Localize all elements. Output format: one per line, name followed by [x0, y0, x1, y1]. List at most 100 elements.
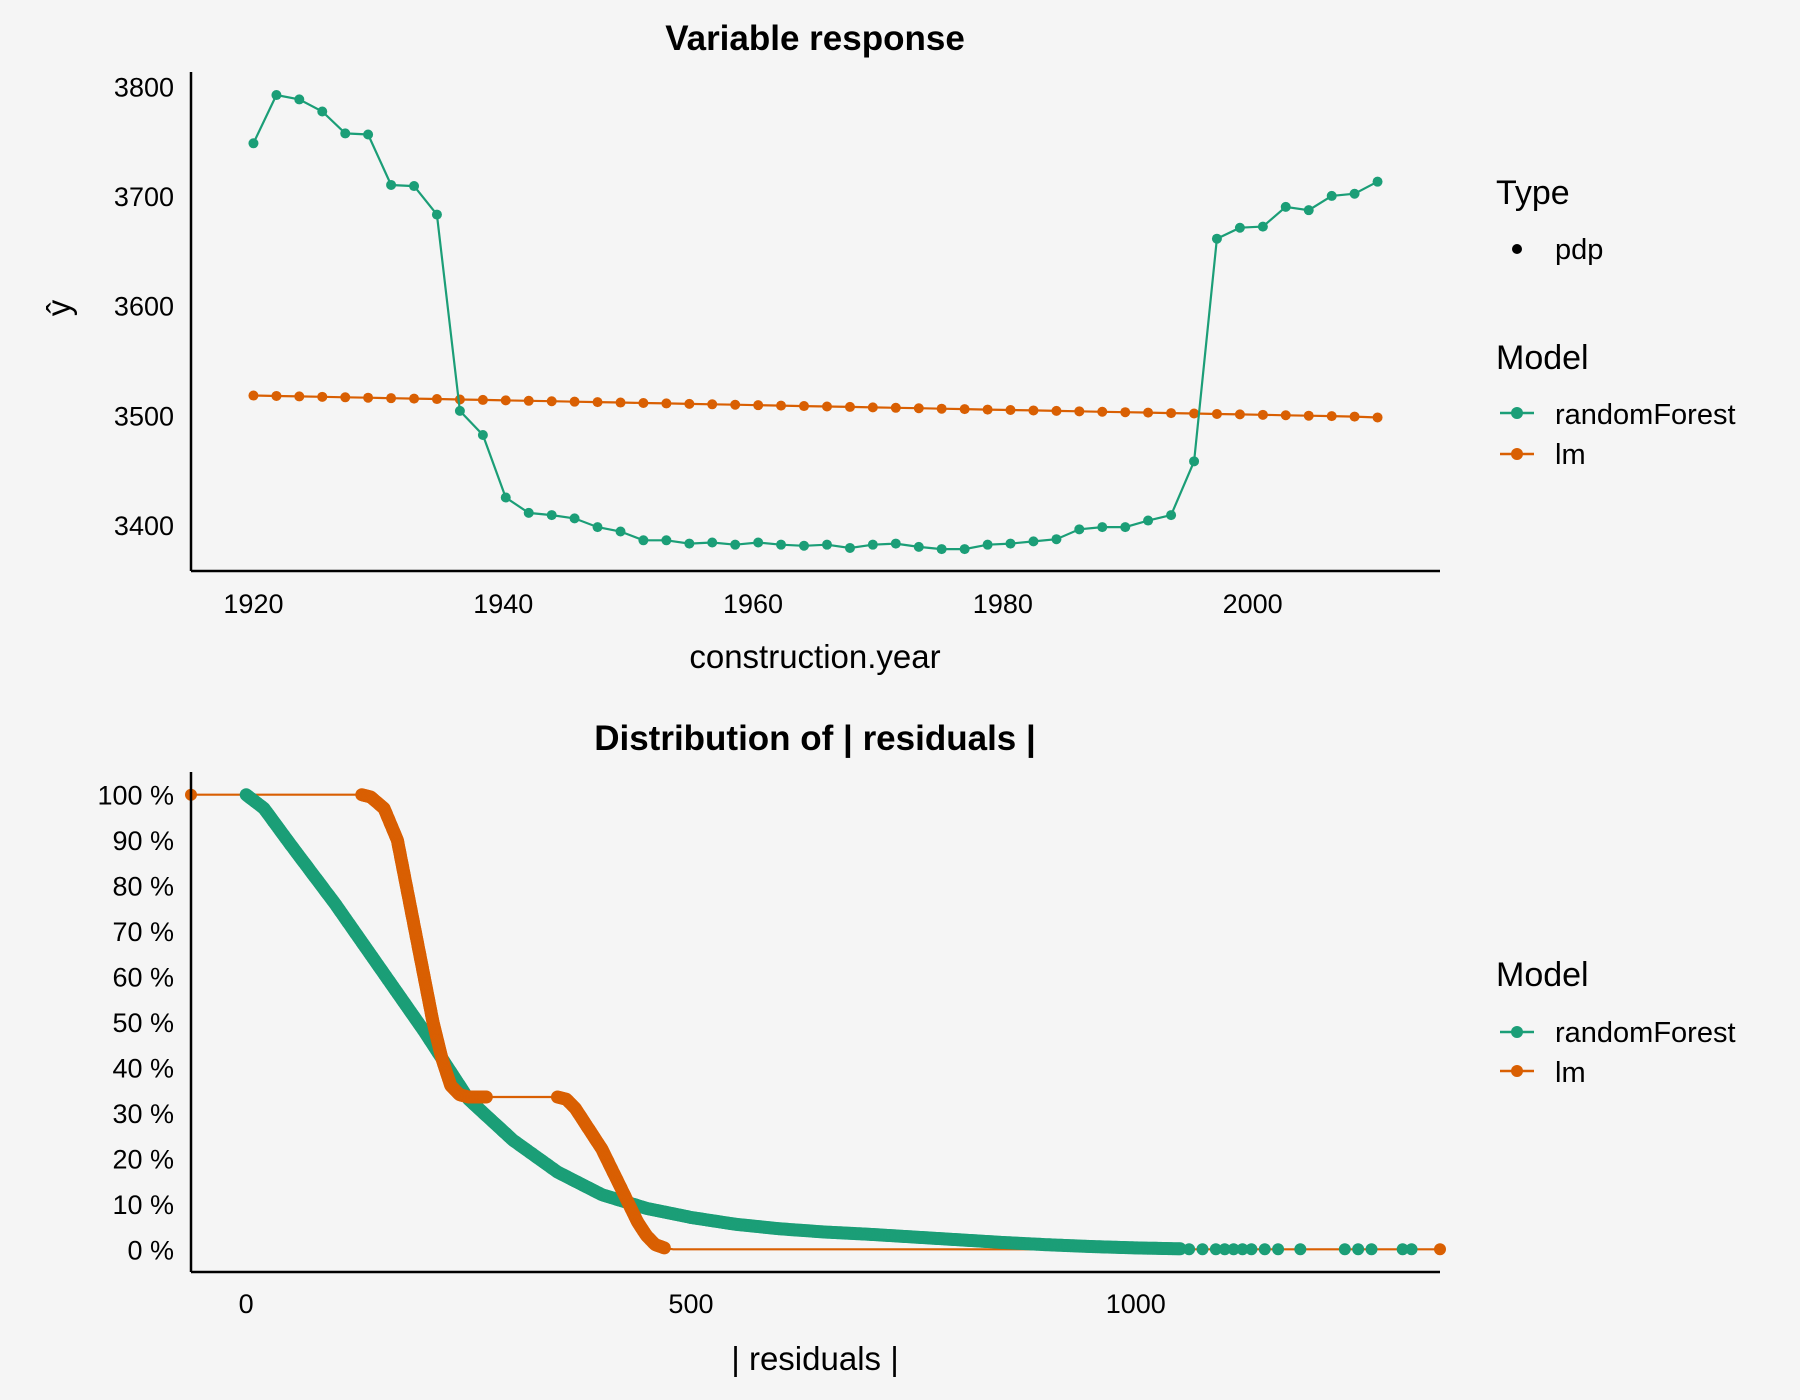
x-tick-label: 2000: [1223, 589, 1283, 619]
y-tick-labels: 0 % 10 % 20 % 30 % 40 % 50 % 60 % 70 % 80 % 90 % 1…: [97, 781, 174, 1266]
data-point-lm: [844, 401, 855, 412]
data-point-randomForest: [1272, 1243, 1285, 1256]
data-point-lm: [523, 395, 534, 406]
data-point-randomForest: [867, 539, 878, 550]
data-point-lm: [569, 396, 580, 407]
data-point-lm: [707, 399, 718, 410]
y-tick-label: 50 %: [112, 1008, 174, 1038]
legend-randomforest-marker: [1511, 407, 1523, 419]
legend-model-title: Model: [1496, 956, 1589, 994]
y-tick-label: 3800: [114, 72, 174, 102]
data-point-randomForest: [294, 94, 305, 105]
data-point-randomForest: [1005, 538, 1016, 549]
data-point-randomForest: [1280, 201, 1291, 212]
data-point-randomForest: [684, 538, 695, 549]
data-point-randomForest: [1258, 1243, 1271, 1256]
data-point-lm: [1280, 410, 1291, 421]
y-tick-label: 3400: [114, 511, 174, 541]
data-point-lm: [386, 393, 397, 404]
data-point-lm: [1372, 412, 1383, 423]
data-point-randomForest: [386, 179, 397, 190]
data-point-lm: [1211, 408, 1222, 419]
y-tick-label: 3600: [114, 292, 174, 322]
data-point-randomForest: [1245, 1243, 1258, 1256]
data-point-randomForest: [1294, 1243, 1307, 1256]
data-point-randomForest: [638, 535, 649, 546]
variable-response-panel: Variable response ŷ construction.year 34…: [40, 19, 1736, 675]
data-point-randomForest: [317, 106, 328, 117]
y-tick-label: 0 %: [127, 1235, 174, 1265]
data-point-randomForest: [1257, 221, 1268, 232]
data-point-lm: [1097, 406, 1108, 417]
data-point-randomForest: [1372, 176, 1383, 187]
data-point-randomForest: [271, 90, 282, 101]
data-point-randomForest: [1074, 524, 1085, 535]
data-point-randomForest: [1352, 1243, 1365, 1256]
data-point-randomForest: [959, 544, 970, 555]
x-tick-labels: 1920 1940 1960 1980 2000: [223, 589, 1282, 619]
data-point-randomForest: [1028, 536, 1039, 547]
data-point-randomForest: [1189, 456, 1200, 467]
y-tick-label: 40 %: [112, 1053, 174, 1083]
data-point-randomForest: [1396, 1243, 1409, 1256]
data-point-lm: [890, 402, 901, 413]
data-point-randomForest: [1120, 522, 1131, 533]
legend-pdp-label: pdp: [1555, 234, 1603, 266]
legend-pdp-marker: [1512, 244, 1522, 254]
legend: Model randomForest lm: [1496, 956, 1736, 1089]
y-tick-label: 10 %: [112, 1190, 174, 1220]
data-point-randomForest: [1051, 534, 1062, 545]
data-point-randomForest: [363, 129, 374, 140]
data-point-lm: [776, 400, 787, 411]
data-point-randomForest: [454, 405, 465, 416]
x-tick-labels: 0 500 1000: [239, 1289, 1166, 1319]
data-point-randomForest: [1218, 1243, 1231, 1256]
data-point-lm: [867, 402, 878, 413]
data-point-lm: [1143, 407, 1154, 418]
data-point-lm: [1257, 409, 1268, 420]
data-point-randomForest: [1365, 1243, 1378, 1256]
data-point-lm: [317, 391, 328, 402]
legend-lm-marker: [1511, 448, 1523, 460]
data-point-lm: [431, 394, 442, 405]
data-point-randomForest: [431, 209, 442, 220]
y-tick-label: 30 %: [112, 1099, 174, 1129]
data-point-lm: [1326, 411, 1337, 422]
data-point-randomForest: [592, 522, 603, 533]
plot-area: [248, 90, 1383, 555]
x-tick-label: 1980: [973, 589, 1033, 619]
legend: Type pdp Model randomForest lm: [1496, 174, 1736, 471]
data-point-randomForest: [248, 138, 259, 149]
x-tick-label: 1960: [723, 589, 783, 619]
data-point-randomForest: [890, 538, 901, 549]
data-point-lm: [730, 399, 741, 410]
legend-model-title: Model: [1496, 339, 1589, 377]
data-point-randomForest: [799, 540, 810, 551]
data-point-lm: [1166, 408, 1177, 419]
legend-randomforest-marker: [1511, 1026, 1523, 1038]
legend-randomforest-label: randomForest: [1555, 399, 1736, 431]
data-point-randomForest: [1097, 522, 1108, 533]
y-tick-label: 70 %: [112, 917, 174, 947]
data-point-lm: [294, 391, 305, 402]
data-point-randomForest: [1209, 1243, 1222, 1256]
data-point-lm: [271, 390, 282, 401]
x-axis-title: construction.year: [689, 638, 940, 675]
data-point-lm: [1303, 410, 1314, 421]
y-tick-label: 20 %: [112, 1144, 174, 1174]
data-point-lm: [753, 400, 764, 411]
y-tick-label: 80 %: [112, 872, 174, 902]
data-point-lm: [638, 397, 649, 408]
data-point-randomForest: [707, 537, 718, 548]
data-point-randomForest: [1227, 1243, 1240, 1256]
data-point-lm: [592, 397, 603, 408]
plot-area: [185, 788, 1446, 1256]
data-point-lm: [936, 403, 947, 414]
data-point-lm: [959, 404, 970, 415]
data-point-lm: [661, 398, 672, 409]
data-point-randomForest: [1234, 222, 1245, 233]
y-tick-label: 3700: [114, 182, 174, 212]
legend-lm-label: lm: [1555, 1057, 1586, 1089]
y-axis-title: ŷ: [40, 299, 77, 316]
data-point-lm: [1234, 409, 1245, 420]
